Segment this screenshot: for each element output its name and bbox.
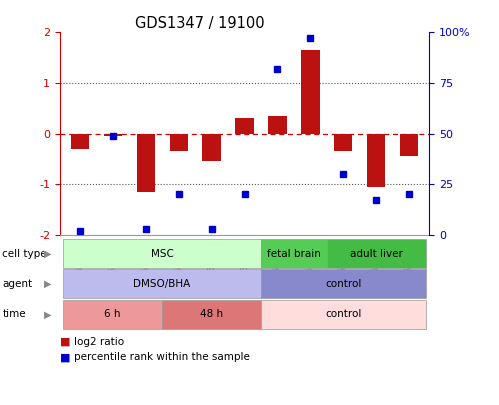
Bar	[367, 134, 385, 187]
Bar	[334, 134, 352, 151]
Text: adult liver: adult liver	[350, 249, 403, 258]
Bar	[170, 134, 188, 151]
Text: percentile rank within the sample: percentile rank within the sample	[74, 352, 250, 362]
Text: ■: ■	[60, 337, 70, 347]
Text: control: control	[325, 279, 362, 289]
Text: log2 ratio: log2 ratio	[74, 337, 124, 347]
Bar	[70, 134, 89, 149]
Text: 6 h: 6 h	[104, 309, 121, 319]
Bar	[104, 134, 122, 136]
Bar	[203, 134, 221, 162]
Text: DMSO/BHA: DMSO/BHA	[133, 279, 191, 289]
Text: ▶: ▶	[43, 249, 51, 258]
Text: agent: agent	[2, 279, 32, 289]
Bar	[236, 119, 253, 134]
Bar	[400, 134, 419, 156]
Text: ▶: ▶	[43, 279, 51, 289]
Text: GDS1347 / 19100: GDS1347 / 19100	[135, 16, 264, 31]
Text: ▶: ▶	[43, 309, 51, 319]
Text: control: control	[325, 309, 362, 319]
Text: time: time	[2, 309, 26, 319]
Bar	[137, 134, 155, 192]
Bar	[268, 116, 286, 134]
Text: ■: ■	[60, 352, 70, 362]
Text: cell type: cell type	[2, 249, 47, 258]
Text: 48 h: 48 h	[200, 309, 223, 319]
Text: fetal brain: fetal brain	[267, 249, 321, 258]
Text: MSC: MSC	[151, 249, 174, 258]
Bar	[301, 50, 319, 134]
